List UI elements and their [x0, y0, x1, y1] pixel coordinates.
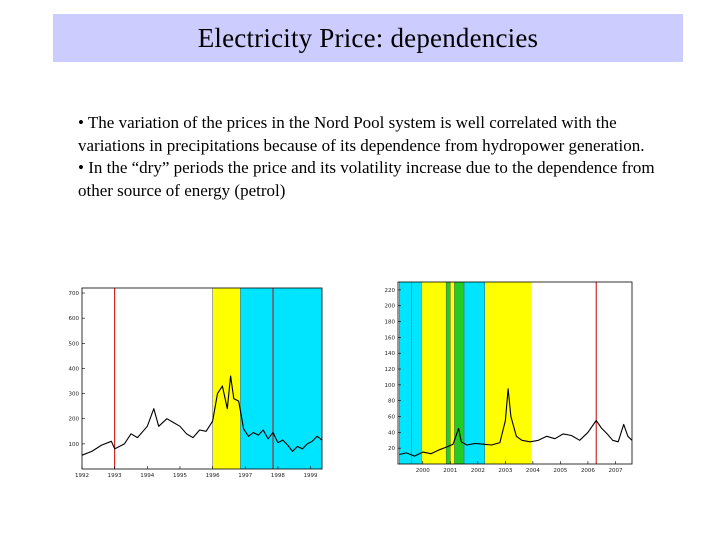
y-tick-label: 600 [69, 316, 80, 322]
band-dry [212, 288, 241, 469]
x-tick-label: 2006 [581, 468, 595, 474]
x-tick-label: 2004 [526, 468, 540, 474]
band-wet [464, 282, 485, 464]
chart-svg: 100 200 300 400 500 600 700 1992 1993 1994 1995 199… [69, 287, 323, 479]
x-tick-label: 1996 [206, 473, 220, 479]
x-tick-label: 2002 [471, 468, 485, 474]
y-tick-label: 300 [69, 392, 80, 398]
y-tick-label: 80 [388, 399, 395, 405]
y-tick-label: 400 [69, 366, 80, 372]
y-tick-label: 40 [388, 430, 395, 436]
x-tick-label: 2000 [416, 468, 430, 474]
y-tick-label: 500 [69, 341, 80, 347]
chart-svg: 20 40 60 80 100 120 140 160 180 200 220 2000 2001 200… [385, 281, 633, 474]
x-tick-label: 1999 [304, 473, 318, 479]
x-tick-label: 1992 [75, 473, 89, 479]
y-tick-label: 120 [385, 367, 396, 373]
bullet-list: • The variation of the prices in the Nor… [78, 112, 668, 202]
y-tick-label: 60 [388, 415, 395, 421]
x-tick-label: 1998 [271, 473, 285, 479]
y-tick-label: 20 [388, 446, 395, 452]
price-chart-1992-1999: 100 200 300 400 500 600 700 1992 1993 1994 1995 199… [62, 282, 332, 482]
y-tick-label: 180 [385, 320, 396, 326]
x-tick-label: 2001 [443, 468, 457, 474]
x-tick-label: 2003 [498, 468, 512, 474]
band-green [446, 282, 451, 464]
y-tick-label: 200 [69, 417, 80, 423]
band-wet [240, 288, 322, 469]
band-dry [484, 282, 532, 464]
bullet-item: • The variation of the prices in the Nor… [78, 113, 645, 155]
x-tick-label: 1997 [238, 473, 252, 479]
y-tick-label: 220 [385, 288, 396, 294]
price-chart-2000-2007: 20 40 60 80 100 120 140 160 180 200 220 2000 2001 200… [380, 278, 642, 478]
x-tick-label: 1995 [173, 473, 187, 479]
y-tick-label: 160 [385, 335, 396, 341]
bullet-item: • In the “dry” periods the price and its… [78, 158, 655, 200]
x-tick-label: 2007 [608, 468, 622, 474]
y-tick-label: 200 [385, 304, 396, 310]
band-wet [411, 282, 422, 464]
plot-frame [397, 281, 633, 465]
band-wet [399, 282, 412, 464]
x-tick-label: 1994 [140, 473, 154, 479]
band-dry [421, 282, 447, 464]
y-tick-label: 100 [69, 442, 80, 448]
x-tick-label: 1993 [108, 473, 122, 479]
x-tick-label: 2005 [553, 468, 567, 474]
slide-title-bar: Electricity Price: dependencies [53, 14, 683, 62]
y-tick-label: 700 [69, 291, 80, 297]
plot-frame [81, 287, 323, 470]
y-tick-label: 140 [385, 351, 396, 357]
band-green [454, 282, 465, 464]
slide-title: Electricity Price: dependencies [197, 22, 539, 53]
price-series-line [81, 375, 323, 456]
price-series-line [399, 388, 633, 457]
y-tick-label: 100 [385, 383, 396, 389]
band-dry [450, 282, 455, 464]
